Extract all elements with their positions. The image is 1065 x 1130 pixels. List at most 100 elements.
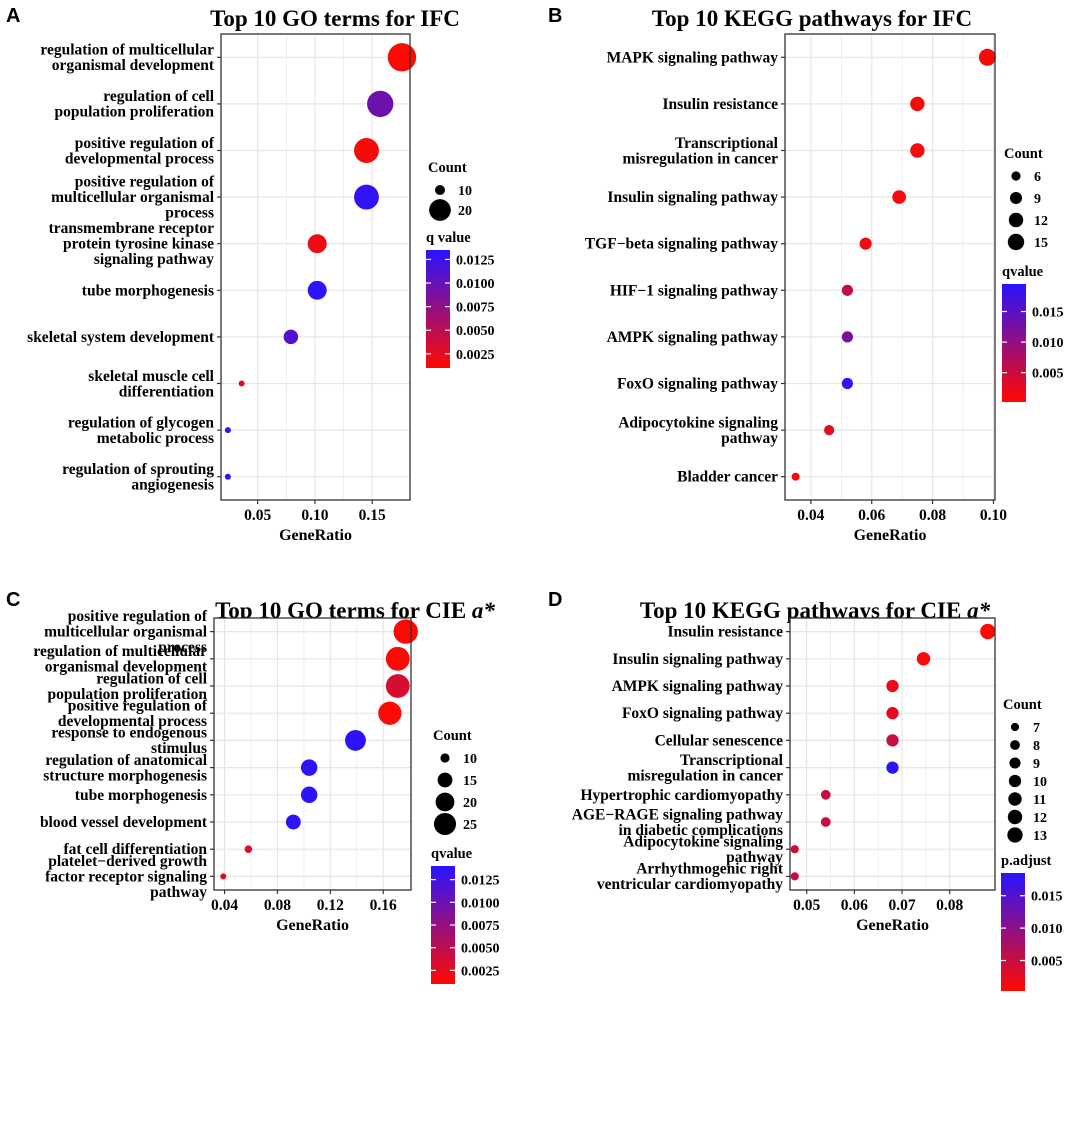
y-tick-label: structure morphogenesis: [43, 767, 207, 784]
panel-d: D Top 10 KEGG pathways for CIE a*Insulin …: [548, 589, 1063, 991]
x-tick-label: 0.15: [359, 507, 386, 524]
size-legend-dot: [1009, 757, 1021, 769]
data-point: [820, 789, 831, 800]
color-legend-label: 0.0100: [461, 896, 500, 911]
y-tick-label: misregulation in cancer: [622, 150, 778, 167]
size-legend-label: 12: [1033, 811, 1047, 826]
points: [791, 48, 996, 481]
y-tick-label: positive regulation of: [68, 697, 208, 714]
color-legend-label: 0.0050: [461, 942, 500, 957]
y-tick-label: AMPK signaling pathway: [612, 678, 784, 695]
y-tick-label: regulation of multicellular: [40, 42, 214, 59]
x-tick-label: 0.04: [211, 897, 238, 914]
x-axis-title: GeneRatio: [276, 917, 349, 934]
plot-background: [214, 618, 411, 890]
x-tick-label: 0.12: [317, 897, 344, 914]
y-tick-label: AMPK signaling pathway: [607, 329, 779, 346]
panel-c: C Top 10 GO terms for CIE a*positive regu…: [6, 589, 500, 984]
y-tick-label: organismal development: [52, 57, 215, 74]
color-legend-label: 0.0025: [461, 964, 500, 979]
size-legend-dot: [437, 772, 453, 788]
y-tick-label: regulation of anatomical: [45, 752, 207, 769]
data-point: [980, 623, 996, 640]
data-point: [978, 48, 996, 66]
size-legend-dot: [1007, 827, 1023, 843]
grid: [214, 618, 411, 890]
y-tick-label: transmembrane receptor: [49, 220, 215, 237]
y-tick-label: regulation of cell: [103, 88, 214, 105]
panel-label: C: [6, 589, 20, 611]
color-legend-label: 0.015: [1032, 306, 1064, 321]
y-tick-label: differentiation: [119, 383, 215, 400]
size-legend-label: 10: [1033, 775, 1047, 790]
y-tick-label: FoxO signaling pathway: [622, 705, 783, 722]
data-point: [790, 845, 799, 854]
y-tick-label: Adipocytokine signaling: [618, 414, 778, 431]
size-legend-label: 8: [1033, 739, 1040, 754]
x-tick-label: 0.10: [980, 507, 1007, 524]
color-legend-label: 0.0050: [456, 324, 495, 339]
y-tick-label: tube morphogenesis: [82, 282, 214, 299]
x-axis: 0.05 0.06 0.07 0.08 GeneRatio: [793, 890, 964, 934]
y-tick-label: population proliferation: [48, 686, 208, 703]
color-bar: [1001, 873, 1025, 991]
y-tick-label: pathway: [726, 849, 783, 866]
y-tick-label: TGF−beta signaling pathway: [585, 236, 778, 253]
data-point: [385, 646, 410, 671]
chart-title-main: Top 10 KEGG pathways for IFC: [652, 6, 972, 31]
chart-title: Top 10 GO terms for IFC: [210, 6, 460, 31]
size-legend-label: 11: [1033, 793, 1046, 808]
y-tick-label: AGE−RAGE signaling pathway: [572, 806, 783, 823]
data-point: [238, 380, 245, 387]
size-legend-dot: [1009, 191, 1023, 205]
y-tick-label: Insulin resistance: [667, 624, 783, 641]
y-tick-label: Bladder cancer: [677, 469, 778, 486]
y-tick-label: Hypertrophic cardiomyopathy: [581, 787, 784, 804]
y-tick-label: response to endogenous: [51, 725, 207, 742]
size-legend-label: 9: [1034, 192, 1041, 207]
y-tick-label: skeletal muscle cell: [88, 368, 214, 385]
size-legend: Count 7 8 9 10 11 12 13: [1003, 697, 1047, 844]
color-legend: qvalue 0.015 0.010 0.005: [1002, 264, 1064, 402]
size-legend-label: 15: [1034, 236, 1048, 251]
chart-title-main: Top 10 GO terms for IFC: [210, 6, 460, 31]
color-legend-label: 0.010: [1031, 922, 1063, 937]
size-legend-title: Count: [1004, 146, 1043, 162]
y-tick-label: Transcriptional: [675, 135, 779, 152]
size-legend-dot: [429, 199, 451, 221]
y-tick-label: regulation of glycogen: [68, 414, 214, 431]
y-tick-label: stimulus: [151, 740, 207, 757]
size-legend-dot: [1008, 774, 1022, 788]
plot-border: [213, 617, 412, 891]
color-legend: q value 0.0125 0.0100 0.0075 0.0050 0.0025: [426, 230, 495, 368]
x-tick-label: 0.08: [936, 897, 963, 914]
x-tick-label: 0.04: [797, 507, 824, 524]
data-point: [886, 679, 899, 693]
data-point: [387, 43, 417, 72]
y-tick-label: regulation of multicellular: [33, 643, 207, 660]
y-tick-label: MAPK signaling pathway: [607, 49, 779, 66]
size-legend-dot: [440, 753, 450, 763]
size-legend: Count 10 15 20 25: [433, 728, 477, 836]
color-legend-title: q value: [426, 230, 471, 246]
y-tick-label: multicellular organismal: [51, 189, 215, 206]
y-tick-label: process: [158, 639, 207, 656]
y-tick-label: factor receptor signaling: [45, 868, 207, 885]
color-legend-label: 0.015: [1031, 890, 1063, 905]
y-axis-labels: Insulin resistance Insulin signaling path…: [572, 624, 790, 893]
y-tick-label: Insulin resistance: [662, 96, 778, 113]
panel-label: A: [6, 5, 20, 27]
y-tick-label: fat cell differentiation: [64, 841, 208, 858]
color-bar: [426, 250, 450, 368]
color-legend: p.adjust 0.015 0.010 0.005: [1001, 853, 1063, 991]
color-bar: [1002, 284, 1026, 402]
size-legend-label: 9: [1033, 757, 1040, 772]
y-tick-label: Transcriptional: [680, 752, 784, 769]
size-legend-dot: [1007, 233, 1025, 251]
panel-b: B Top 10 KEGG pathways for IFC MAPK signal…: [548, 5, 1064, 544]
y-tick-label: organismal development: [45, 659, 208, 676]
data-point: [283, 329, 299, 345]
y-tick-label: Cellular senescence: [655, 732, 784, 749]
color-legend-label: 0.005: [1031, 955, 1063, 970]
